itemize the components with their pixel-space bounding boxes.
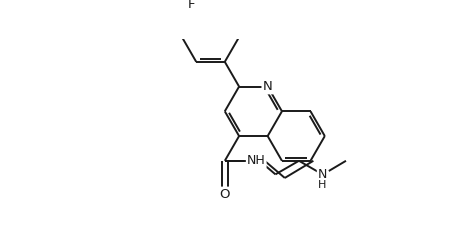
Text: O: O bbox=[219, 188, 230, 201]
Text: F: F bbox=[188, 0, 196, 11]
Text: N: N bbox=[263, 80, 273, 93]
Text: NH: NH bbox=[247, 154, 266, 167]
Text: H: H bbox=[318, 180, 327, 190]
Text: N: N bbox=[318, 168, 327, 181]
